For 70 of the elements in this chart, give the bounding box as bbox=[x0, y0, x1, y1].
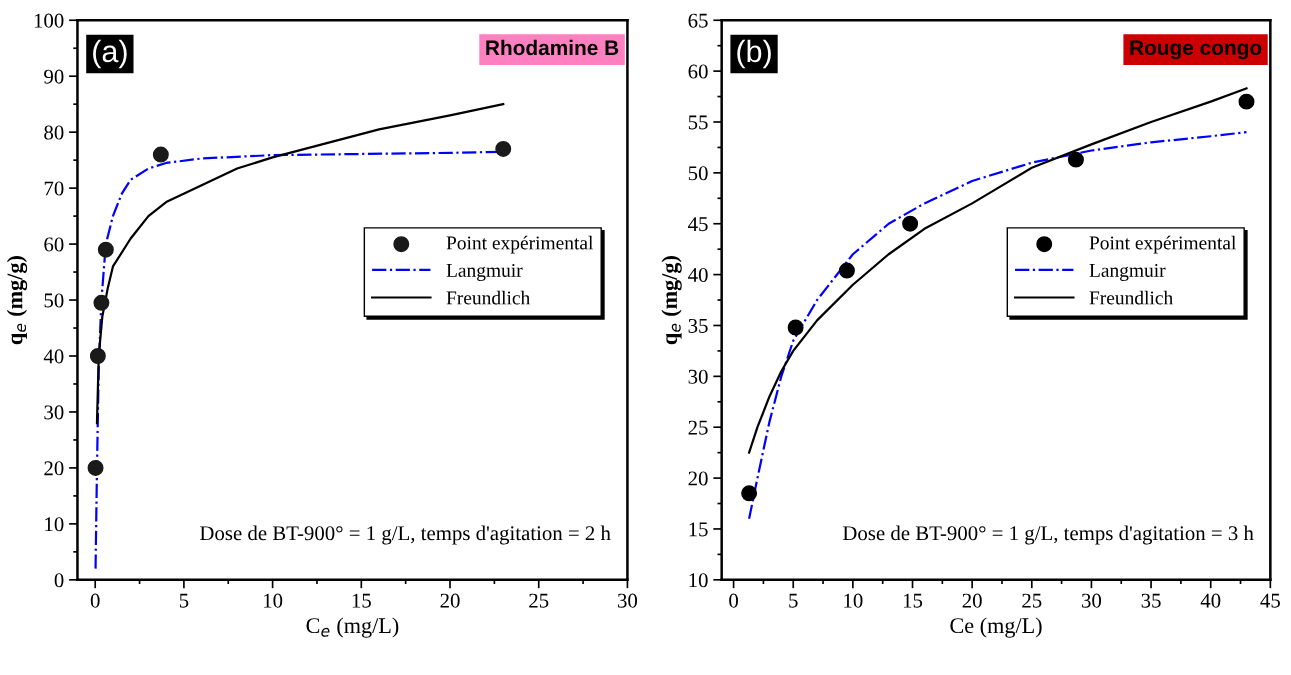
y-axis-title: q$_{e}$ (mg/g) bbox=[6, 256, 28, 345]
y-tick-label: 55 bbox=[688, 115, 708, 130]
y-tick-label: 60 bbox=[44, 237, 64, 252]
point bbox=[741, 485, 758, 502]
x-tick-label: 20 bbox=[440, 593, 460, 608]
y-tick-label: 20 bbox=[44, 461, 64, 476]
y-tick-label: 65 bbox=[688, 13, 708, 28]
y-axis-title: q$_{e}$ (mg/g) bbox=[661, 256, 682, 345]
point bbox=[838, 262, 855, 279]
legend-label: Freundlich bbox=[1089, 290, 1173, 305]
y-tick-label: 50 bbox=[688, 166, 708, 181]
annotation: Rhodamine B bbox=[486, 39, 619, 56]
line-series bbox=[747, 87, 1248, 454]
x-tick-label: 25 bbox=[1022, 593, 1042, 608]
x-tick-label: 30 bbox=[1082, 593, 1102, 608]
x-tick-label: 5 bbox=[789, 593, 798, 608]
y-tick-label: 30 bbox=[44, 405, 64, 420]
y-tick-label: 10 bbox=[45, 517, 64, 532]
x-tick-label: 40 bbox=[1200, 593, 1221, 608]
y-tick-label: 0 bbox=[54, 573, 64, 588]
legend-label: Langmuir bbox=[446, 263, 523, 281]
point bbox=[787, 319, 804, 336]
x-tick-label: 0 bbox=[90, 593, 100, 608]
y-tick-label: 45 bbox=[688, 217, 708, 232]
y-tick-label: 15 bbox=[689, 522, 708, 537]
point bbox=[97, 241, 114, 258]
y-tick-label: 35 bbox=[688, 318, 708, 333]
x-axis-title: Ce (mg/L) bbox=[950, 617, 1042, 638]
y-tick-label: 50 bbox=[44, 293, 64, 308]
y-tick-label: 30 bbox=[688, 369, 708, 384]
point bbox=[89, 348, 106, 364]
point bbox=[902, 215, 919, 232]
point bbox=[1238, 93, 1255, 110]
y-tick-label: 40 bbox=[43, 349, 64, 364]
y-tick-label: 80 bbox=[44, 125, 64, 140]
annotation: (a) bbox=[93, 39, 127, 69]
x-tick-label: 15 bbox=[903, 593, 923, 608]
annotation: Dose de BT-900° = 1 g/L, temps d'agitation = 2 h bbox=[200, 525, 611, 545]
x-tick-label: 30 bbox=[618, 593, 638, 608]
legend-label: Point expérimental bbox=[446, 235, 594, 254]
point bbox=[87, 459, 104, 476]
point bbox=[93, 294, 110, 311]
x-tick-label: 15 bbox=[352, 593, 371, 608]
x-axis-title: C$_{e}$ (mg/L) bbox=[306, 617, 399, 638]
legend-label: Langmuir bbox=[1089, 263, 1166, 281]
y-tick-label: 90 bbox=[44, 69, 64, 84]
point bbox=[495, 140, 512, 157]
x-tick-label: 35 bbox=[1141, 593, 1161, 608]
x-tick-label: 20 bbox=[962, 593, 982, 608]
y-tick-label: 70 bbox=[44, 181, 64, 196]
point bbox=[1067, 151, 1084, 168]
legend-label: Freundlich bbox=[446, 290, 530, 305]
y-tick-label: 60 bbox=[688, 64, 708, 79]
x-tick-label: 25 bbox=[529, 593, 549, 608]
line-series bbox=[747, 131, 1248, 520]
x-tick-label: 5 bbox=[179, 593, 189, 608]
x-tick-label: 10 bbox=[844, 593, 863, 608]
y-tick-label: 20 bbox=[688, 471, 708, 486]
annotation: (b) bbox=[737, 39, 771, 69]
y-tick-label: 100 bbox=[34, 13, 64, 28]
legend-label: Point expérimental bbox=[1089, 235, 1236, 254]
y-tick-label: 40 bbox=[688, 267, 708, 283]
point bbox=[152, 146, 169, 163]
x-tick-label: 0 bbox=[729, 593, 739, 608]
x-tick-label: 45 bbox=[1260, 593, 1280, 608]
y-tick-label: 10 bbox=[689, 573, 708, 588]
y-tick-label: 25 bbox=[688, 420, 708, 435]
annotation: Dose de BT-900° = 1 g/L, temps d'agitation = 3 h bbox=[842, 525, 1254, 545]
x-tick-label: 10 bbox=[264, 593, 283, 608]
annotation: Rouge congo bbox=[1130, 40, 1262, 60]
